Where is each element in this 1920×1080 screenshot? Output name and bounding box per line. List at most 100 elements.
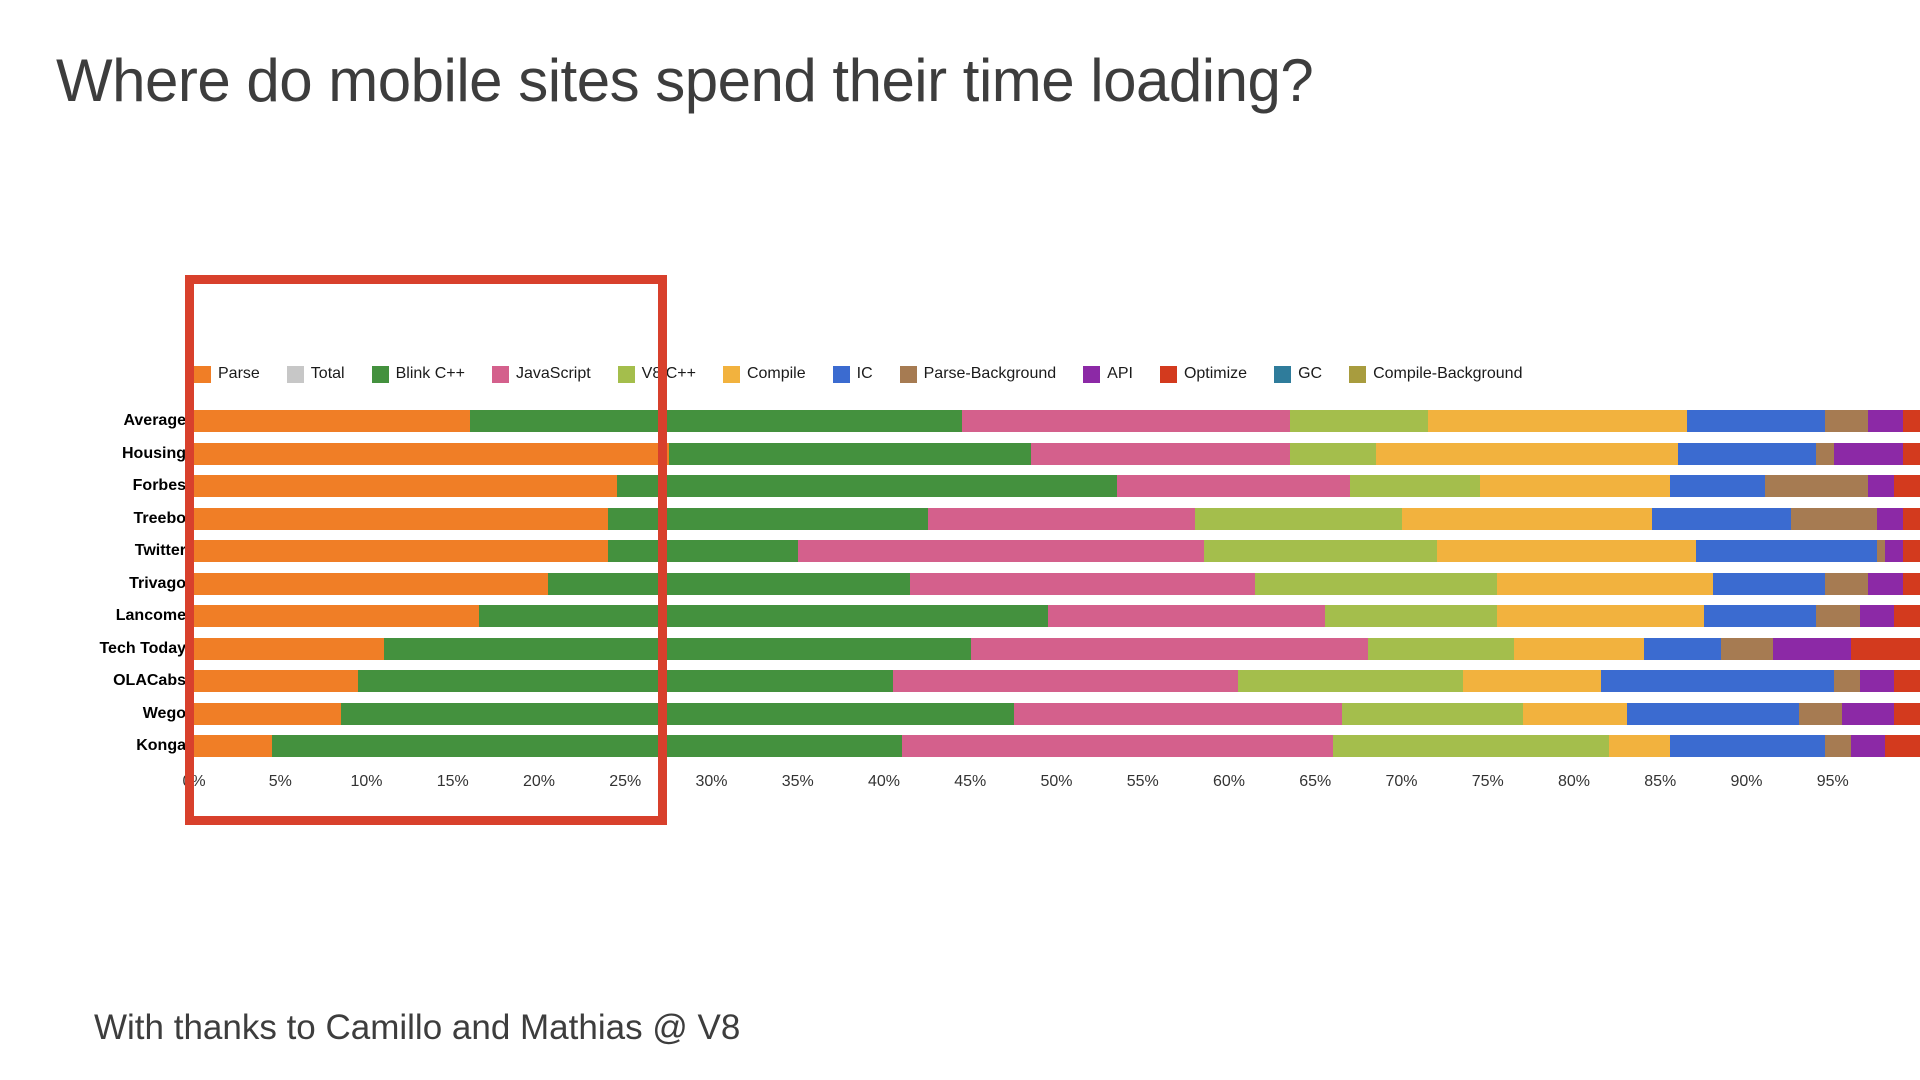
chart-row-twitter: Twitter [0,535,1920,568]
bar-segment-ic [1626,702,1800,725]
legend-item-gc: GC [1274,365,1322,383]
legend-swatch-compile [722,365,740,383]
x-tick-label: 15% [436,773,469,790]
bar-segment-v8-c [1290,410,1429,433]
chart-row-housing: Housing [0,438,1920,471]
bar-segment-api [1842,702,1895,725]
bar-segment-compile [1402,507,1653,530]
chart-row-konga: Konga [0,730,1920,763]
stacked-bar [194,475,1920,498]
x-tick-label: 85% [1644,773,1677,790]
x-tick-label: 60% [1212,773,1246,790]
legend-item-total: Total [286,365,345,383]
bar-segment-parse-background [1799,702,1843,725]
legend-item-optimize: Optimize [1159,365,1248,383]
bar-segment-api [1773,637,1851,660]
bar-segment-parse [194,670,358,693]
x-tick-label: 80% [1557,773,1591,790]
legend-item-compile: Compile [722,365,806,383]
x-tick-label: 25% [609,773,642,790]
bar-segment-v8-c [1238,670,1463,693]
stacked-bar [194,605,1920,628]
x-tick-label: 55% [1126,773,1159,790]
legend-swatch-gc [1274,365,1292,383]
legend-label: Total [310,365,345,382]
legend-swatch-blink-c [371,365,389,383]
category-label: Forbes [132,477,186,495]
stacked-bar [194,637,1920,660]
bar-segment-parse-background [1876,540,1886,563]
bar-segment-blink-c [668,442,1032,465]
bar-segment-parse [194,540,609,563]
category-label: Konga [136,737,186,755]
bar-segment-compile [1497,572,1713,595]
bar-segment-v8-c [1324,605,1498,628]
bar-segment-parse [194,735,272,758]
bar-segment-parse-background [1721,637,1774,660]
bar-segment-javascript [1013,702,1342,725]
x-tick-label: 0% [182,773,206,790]
legend-label: IC [856,365,873,382]
bar-segment-compile [1514,637,1644,660]
bar-segment-optimize [1902,572,1920,595]
x-tick-label: 75% [1471,773,1504,790]
bar-segment-compile [1462,670,1601,693]
bar-segment-compile [1479,475,1670,498]
bar-segment-optimize [1894,605,1920,628]
bar-segment-v8-c [1255,572,1498,595]
stacked-bar [194,670,1920,693]
legend-label: GC [1298,365,1323,382]
bar-segment-v8-c [1341,702,1523,725]
x-tick-label: 70% [1385,773,1418,790]
chart-row-average: Average [0,405,1920,438]
chart-row-treebo: Treebo [0,503,1920,536]
stacked-bar [194,442,1920,465]
bar-segment-javascript [1031,442,1290,465]
bar-segment-parse [194,702,341,725]
bar-segment-api [1868,475,1895,498]
bar-segment-compile [1428,410,1687,433]
bar-segment-api [1859,670,1895,693]
legend-item-blink-c: Blink C++ [371,365,465,383]
bar-segment-javascript [1117,475,1351,498]
bar-segment-blink-c [478,605,1049,628]
x-tick-label: 95% [1816,773,1849,790]
bar-segment-v8-c [1367,637,1515,660]
x-tick-label: 20% [522,773,556,790]
bar-segment-v8-c [1289,442,1377,465]
bar-segment-optimize [1902,507,1920,530]
x-axis: 0% 5% 10% 15% 20% 25% 30% 35% 40% 45% 50% 55% 60% 65%… [182,773,1919,797]
bar-segment-javascript [901,735,1334,758]
stacked-bar [194,507,1920,530]
credit-text: With thanks to Camillo and Mathias @ V8 [94,1008,741,1047]
chart-rows: Average Housing Forbes Treebo Twitter Trivago… [0,405,1920,763]
bar-segment-ic [1704,605,1817,628]
bar-segment-ic [1669,735,1826,758]
bar-segment-blink-c [608,507,928,530]
bar-segment-api [1850,735,1886,758]
bar-segment-blink-c [383,637,971,660]
bar-segment-api [1868,572,1903,595]
bar-segment-optimize [1902,540,1920,563]
legend-swatch-parse [194,365,211,383]
legend-label: Parse [218,365,260,382]
bar-segment-compile [1609,735,1670,758]
legend-label: JavaScript [515,365,591,382]
stacked-bar [194,540,1920,563]
stacked-bar-chart: Parse Total Blink C++ JavaScript V8 C++ Compi… [0,365,1920,805]
legend-label: Parse-Background [923,365,1057,382]
bar-segment-parse [194,605,479,628]
bar-segment-optimize [1894,702,1920,725]
legend-label: Optimize [1183,365,1248,382]
stacked-bar [194,702,1920,725]
bar-segment-blink-c [547,572,911,595]
bar-segment-parse [194,410,471,433]
legend-label: Blink C++ [395,365,465,382]
legend-item-parse: Parse [194,365,260,383]
bar-segment-ic [1686,410,1826,433]
bar-segment-javascript [910,572,1256,595]
bar-segment-compile [1497,605,1705,628]
bar-segment-parse-background [1816,442,1834,465]
bar-segment-javascript [962,410,1290,433]
stacked-bar [194,572,1920,595]
